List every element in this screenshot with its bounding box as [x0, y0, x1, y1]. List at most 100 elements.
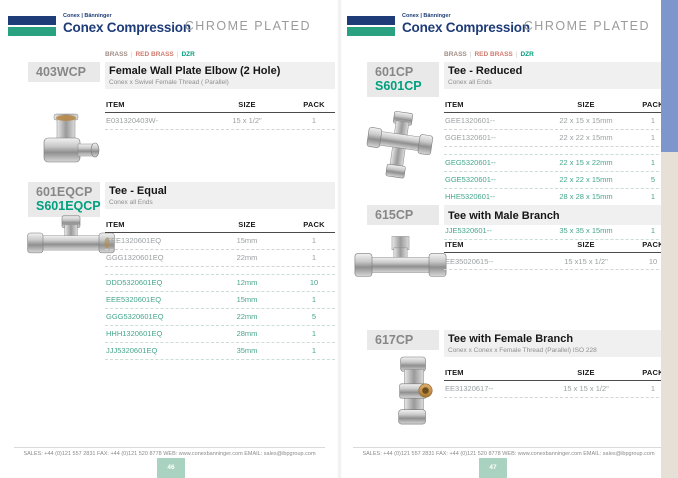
table-header: ITEM SIZE PACK — [444, 365, 674, 381]
item-size: 22 x 15 x 15mm — [559, 116, 613, 125]
table-row: GGG5320601EQ 22mm 5 — [105, 309, 335, 326]
footer-divider — [353, 447, 664, 448]
logo-company-name: Conex | Bänninger — [402, 13, 451, 19]
item-size: 15 x15 x 1/2" — [564, 256, 608, 266]
product-code: 601EQCP — [36, 185, 93, 199]
col-pack: PACK — [642, 99, 664, 109]
item-pack: 5 — [650, 175, 656, 184]
col-pack: PACK — [303, 99, 325, 109]
section-subtitle: Conex all Ends — [448, 78, 492, 86]
col-item: ITEM — [445, 240, 464, 249]
section-title-box: Female Wall Plate Elbow (2 Hole) Conex x… — [105, 62, 335, 89]
item-pack: 1 — [311, 295, 317, 304]
section-title: Tee with Male Branch — [448, 210, 560, 222]
item-pack: 1 — [311, 346, 317, 355]
section-403wcp: 403WCP Female Wall Plate Elbow (2 Hole) … — [0, 62, 339, 182]
col-size: SIZE — [577, 99, 595, 109]
item-code: E031320403W- — [106, 116, 158, 125]
logo-bars-icon — [8, 16, 56, 36]
section-content: Tee - Equal Conex all Ends ITEM SIZE PAC… — [105, 182, 335, 360]
section-subtitle: Conex x Conex x Female Thread (Parallel)… — [448, 346, 597, 354]
logo-text: Conex | Bänninger Conex Compression — [63, 13, 191, 36]
item-size: 22 x 22 x 15mm — [559, 175, 613, 184]
table-row: GEE1320601-- 22 x 15 x 15mm 1 — [444, 113, 674, 130]
item-code: GEE1320601-- — [445, 116, 496, 125]
page-category-title: CHROME PLATED — [184, 19, 311, 33]
table-row: EE31320617-- 15 x 15 x 1/2" 1 — [444, 381, 674, 398]
section-subtitle: Conex all Ends — [109, 198, 153, 206]
table-row: GGE1320601-- 22 x 22 x 15mm 1 — [444, 130, 674, 147]
section-content: Female Wall Plate Elbow (2 Hole) Conex x… — [105, 62, 335, 130]
item-size: 12mm — [236, 278, 258, 287]
section-601cp: 601CP S601CP Tee - Reduced Conex all End — [339, 62, 678, 240]
col-size: SIZE — [577, 240, 595, 249]
item-code: JJJ5320601EQ — [106, 346, 158, 355]
product-photo-601cp — [366, 111, 433, 179]
item-size: 22 x 22 x 15mm — [559, 133, 613, 142]
item-pack: 1 — [311, 253, 317, 262]
product-code: 617CP — [375, 333, 414, 347]
table-row: DDD5320601EQ 12mm 10 — [105, 275, 335, 292]
table-row: HHH1320601EQ 28mm 1 — [105, 326, 335, 343]
item-size: 28 x 28 x 15mm — [559, 192, 613, 201]
col-item: ITEM — [445, 367, 464, 377]
table-row: EEE5320601EQ 15mm 1 — [105, 292, 335, 309]
col-pack: PACK — [642, 240, 664, 249]
item-code: GGG5320601EQ — [106, 312, 164, 321]
brand-logo: Conex | Bänninger Conex Compression — [8, 13, 191, 36]
section-content: Tee with Male Branch ITEM SIZE PACK EE35… — [444, 205, 674, 270]
item-code: GEG5320601-- — [445, 158, 496, 167]
table-row: GGE5320601-- 22 x 22 x 15mm 5 — [444, 172, 674, 189]
logo-bars-icon — [347, 16, 395, 36]
col-size: SIZE — [238, 99, 256, 109]
col-item: ITEM — [445, 99, 464, 109]
item-size: 15mm — [236, 236, 258, 245]
logo-bar-blue — [8, 16, 56, 25]
page-edge — [661, 152, 678, 478]
item-size: 15 x 15 x 1/2" — [563, 384, 609, 393]
product-code-box: 601EQCP S601EQCP — [28, 182, 101, 217]
item-pack: 1 — [650, 158, 656, 167]
col-item: ITEM — [106, 219, 125, 229]
item-size: 22mm — [236, 312, 258, 321]
table-header: ITEM SIZE PACK — [444, 97, 674, 113]
item-code: EEE5320601EQ — [106, 295, 162, 304]
page-number: 46 — [157, 458, 185, 478]
product-code: 601CP — [375, 65, 414, 79]
table-header: ITEM SIZE PACK — [444, 237, 674, 253]
item-code: GGG1320601EQ — [106, 253, 164, 262]
product-code-box: 403WCP — [28, 62, 100, 83]
item-pack: 1 — [650, 133, 656, 142]
section-title: Female Wall Plate Elbow (2 Hole) — [109, 65, 281, 77]
material-tags: BRASS | RED BRASS | DZR — [444, 51, 534, 58]
item-pack: 10 — [309, 278, 319, 287]
item-pack: 1 — [650, 116, 656, 125]
product-code-box: 615CP — [367, 205, 439, 226]
table-row: JJE5320601-- 35 x 35 x 15mm 1 — [444, 223, 674, 240]
col-item: ITEM — [106, 99, 125, 109]
item-size: 15 x 1/2" — [232, 116, 262, 125]
section-title: Tee with Female Branch — [448, 333, 574, 345]
table-header: ITEM SIZE PACK — [105, 97, 335, 113]
logo-bar-green — [347, 27, 395, 36]
product-table: ITEM SIZE PACK E031320403W- 15 x 1/2" 1 — [105, 97, 335, 130]
tag-separator: | — [515, 51, 518, 58]
table-header: ITEM SIZE PACK — [105, 217, 335, 233]
product-code: 403WCP — [36, 65, 87, 79]
product-code-dzr: S601EQCP — [36, 199, 101, 214]
page-seam — [337, 0, 342, 478]
item-size: 22 x 15 x 22mm — [559, 158, 613, 167]
product-photo-601eqcp — [27, 215, 115, 254]
col-pack: PACK — [642, 367, 664, 377]
col-size: SIZE — [238, 219, 256, 229]
item-code: GGE1320601-- — [445, 133, 496, 142]
footer-contact: SALES: +44 (0)121 557 2831 FAX: +44 (0)1… — [23, 451, 316, 457]
item-code: DDD5320601EQ — [106, 278, 163, 287]
table-row: EE35020615-- 15 x15 x 1/2" 10 — [444, 253, 674, 270]
section-617cp: 617CP Tee with Female Branch Conex x Con… — [339, 330, 678, 440]
col-pack: PACK — [303, 219, 325, 229]
page-number: 47 — [479, 458, 507, 478]
item-code: GGE5320601-- — [445, 175, 496, 184]
item-pack: 1 — [650, 384, 656, 393]
item-pack: 1 — [311, 116, 317, 125]
